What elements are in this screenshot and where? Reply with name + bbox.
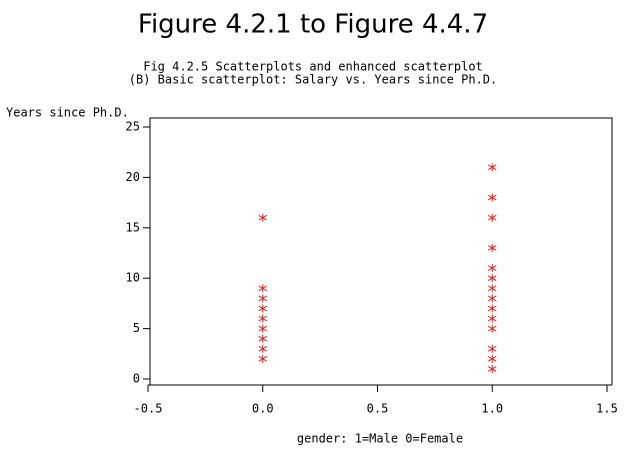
point: [487, 324, 497, 333]
x-tick-label: 1.5: [596, 402, 618, 416]
point: [258, 304, 268, 313]
x-axis-label: gender: 1=Male 0=Female: [297, 432, 463, 446]
point: [258, 324, 268, 333]
point: [487, 344, 497, 353]
y-tick-label: 25: [126, 120, 140, 134]
point: [258, 354, 268, 363]
point: [258, 314, 268, 323]
point: [487, 213, 497, 222]
y-tick-label: 0: [133, 372, 140, 386]
point: [487, 354, 497, 363]
point: [487, 294, 497, 303]
point: [258, 294, 268, 303]
subtitle: Fig 4.2.5 Scatterplots and enhanced scat…: [143, 60, 483, 74]
point: [258, 284, 268, 293]
y-tick-label: 5: [133, 321, 140, 335]
point: [487, 193, 497, 202]
x-tick-label: 0.5: [367, 402, 389, 416]
point: [487, 163, 497, 172]
point: [487, 364, 497, 373]
point: [487, 243, 497, 252]
point: [487, 304, 497, 313]
point: [487, 284, 497, 293]
point: [258, 334, 268, 343]
point: [487, 264, 497, 273]
point: [258, 344, 268, 353]
plot-frame: [149, 117, 613, 385]
subtitle: (B) Basic scatterplot: Salary vs. Years …: [129, 73, 497, 87]
chart-title: Figure 4.2.1 to Figure 4.4.7: [138, 10, 488, 40]
y-axis-label: Years since Ph.D.: [6, 106, 129, 120]
x-tick-label: 1.0: [481, 402, 503, 416]
x-tick-label: -0.5: [134, 402, 163, 416]
point: [258, 213, 268, 222]
point: [487, 274, 497, 283]
point: [487, 314, 497, 323]
x-tick-label: 0.0: [252, 402, 274, 416]
y-tick-label: 15: [126, 220, 140, 234]
y-tick-label: 20: [126, 170, 140, 184]
y-tick-label: 10: [126, 271, 140, 285]
